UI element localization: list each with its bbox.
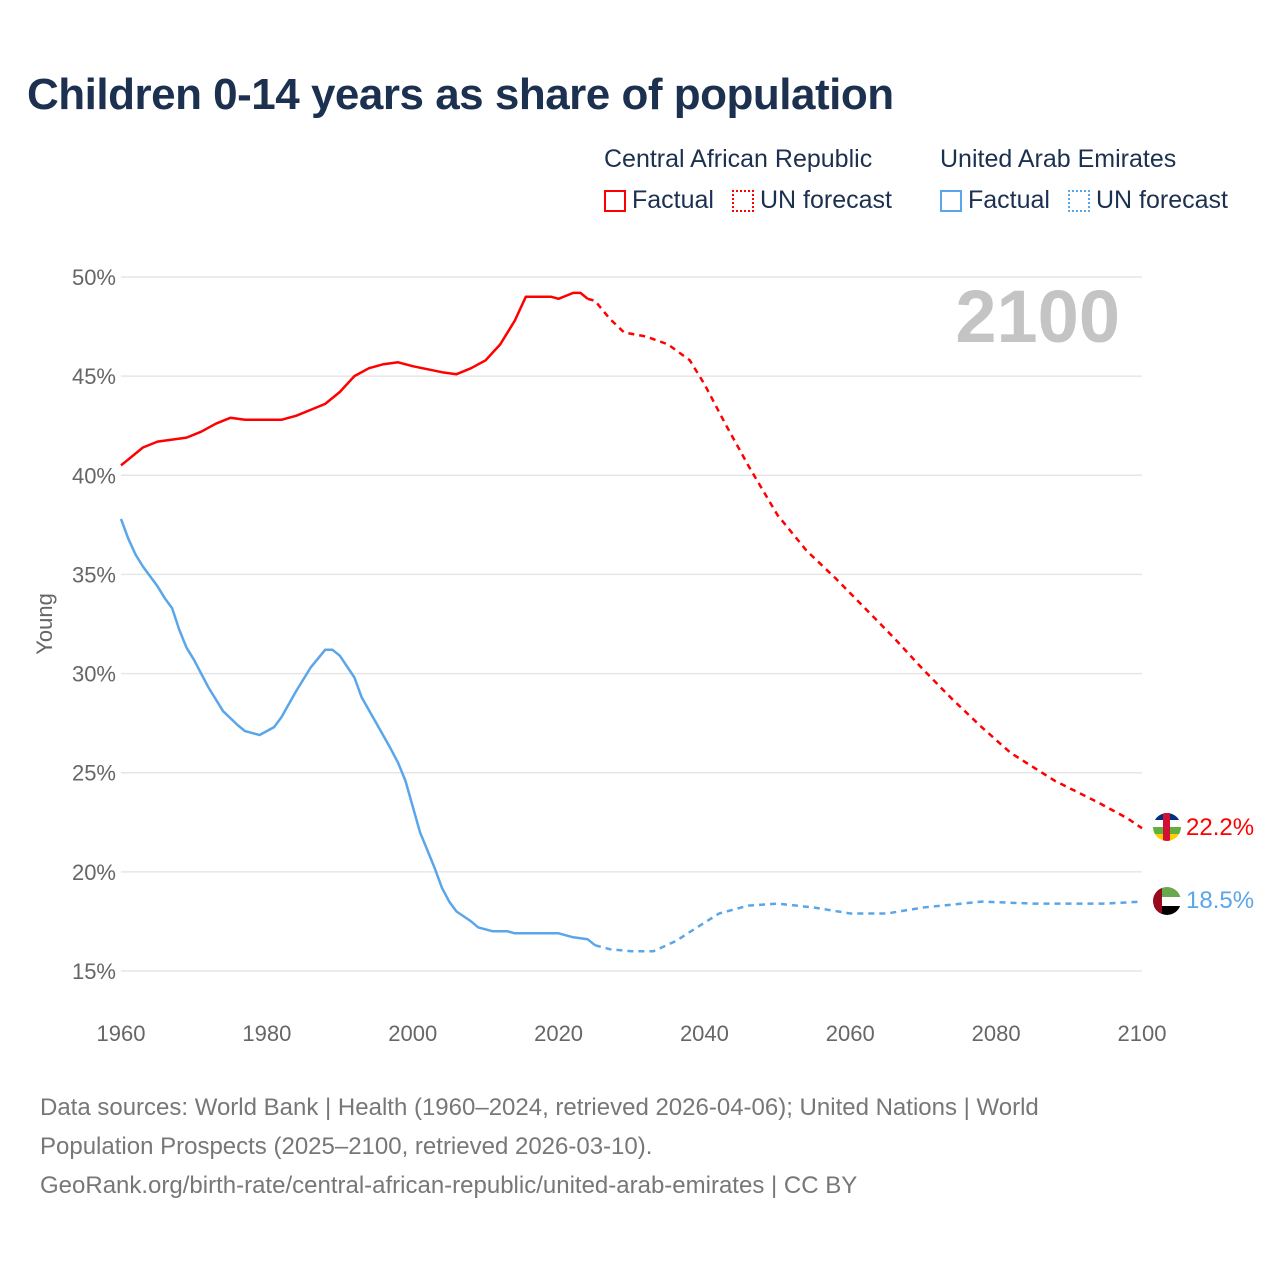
x-tick-label: 2000 [388, 1021, 437, 1046]
source-text: Population Prospects (2025–2100, retriev… [40, 1133, 653, 1160]
end-label-uae: 18.5% [1186, 887, 1254, 914]
legend-label: Factual [968, 186, 1050, 214]
legend-factual[interactable]: Factual [604, 186, 714, 215]
legend-label: UN forecast [1095, 186, 1228, 214]
y-tick-label: 40% [72, 463, 116, 488]
y-tick-label: 20% [72, 860, 116, 885]
series-line-forecast-1 [594, 900, 1143, 953]
legend-swatch-dotted [1067, 189, 1090, 212]
source-text: Data sources: World Bank | Health (1960–… [40, 1094, 1039, 1121]
legend-country: Central African Republic [604, 145, 873, 173]
x-tick-label: 2080 [972, 1021, 1021, 1046]
legend-label: UN forecast [759, 186, 892, 214]
x-tick-label: 2040 [680, 1021, 729, 1046]
chart-title: Children 0-14 years as share of populati… [27, 70, 894, 119]
y-tick-label: 30% [72, 662, 116, 687]
legend-label: Factual [632, 186, 714, 214]
series-line-forecast-0 [587, 297, 1143, 830]
legend-forecast[interactable]: UN forecast [731, 186, 892, 215]
legend-car: Central African Republic Factual UN fore… [604, 145, 892, 215]
legend-country: United Arab Emirates [940, 145, 1177, 173]
series-line-factual-0 [120, 291, 589, 467]
legend-factual[interactable]: Factual [940, 186, 1050, 215]
attribution-link[interactable]: GeoRank.org/birth-rate/central-african-r… [40, 1172, 858, 1199]
x-tick-label: 2100 [1118, 1021, 1167, 1046]
legend-swatch-dotted [731, 189, 754, 212]
x-tick-label: 1980 [242, 1021, 291, 1046]
year-watermark: 2100 [955, 275, 1120, 358]
y-tick-label: 15% [72, 959, 116, 984]
y-tick-label: 35% [72, 562, 116, 587]
legend-forecast[interactable]: UN forecast [1067, 186, 1228, 215]
series-line-factual-1 [119, 518, 596, 947]
y-tick-label: 45% [72, 364, 116, 389]
flag-united-arab-emirates-icon [1153, 887, 1181, 915]
x-tick-label: 1960 [97, 1021, 146, 1046]
legend-swatch-solid [940, 189, 962, 212]
legend-swatch-solid [604, 189, 626, 212]
footer: Data sources: World Bank | Health (1960–… [40, 1088, 1240, 1205]
y-tick-label: 25% [72, 761, 116, 786]
legend-uae: United Arab Emirates Factual UN forecast [940, 145, 1228, 215]
end-label-car: 22.2% [1186, 814, 1254, 841]
x-tick-label: 2060 [826, 1021, 875, 1046]
x-tick-label: 2020 [534, 1021, 583, 1046]
y-axis-label: Young [32, 593, 57, 655]
y-tick-label: 50% [72, 265, 116, 290]
flag-central-african-republic-icon [1153, 813, 1181, 841]
